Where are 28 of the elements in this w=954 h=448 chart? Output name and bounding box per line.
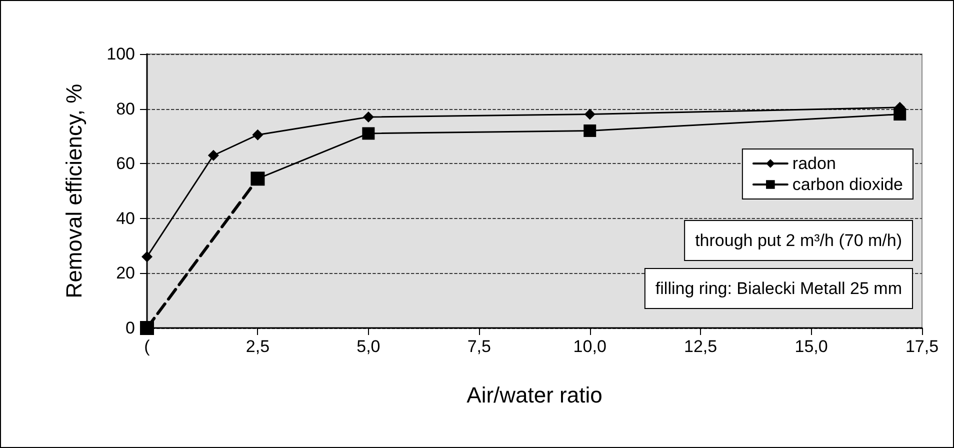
point	[142, 251, 152, 262]
y-tick-label: 100	[106, 44, 135, 64]
legend-label: radon	[792, 154, 836, 173]
x-tick-label: 2,5	[246, 337, 270, 356]
y-axis-title: Removal efficiency, %	[62, 84, 86, 298]
point	[208, 150, 219, 161]
x-tick-label: 12,5	[684, 337, 718, 356]
x-tick-label: 15,0	[794, 337, 828, 356]
x-tick-label: 17,5	[905, 337, 939, 356]
x-tick-label: 5,0	[356, 337, 380, 356]
point	[140, 321, 154, 335]
x-tick-label: 7,5	[467, 337, 491, 356]
point	[584, 108, 596, 120]
y-tick-label: 60	[116, 154, 135, 174]
annotation: filling ring: Bialecki Metall 25 mm	[655, 279, 902, 298]
point	[362, 112, 374, 123]
y-tick-label: 0	[126, 318, 135, 338]
x-tick-label: (	[144, 337, 150, 356]
x-axis-title: Air/water ratio	[466, 382, 602, 408]
point	[584, 124, 596, 137]
point	[362, 127, 375, 140]
y-tick-label: 40	[116, 208, 135, 228]
y-tick-label: 20	[116, 264, 135, 283]
point	[252, 129, 264, 140]
y-tick-label: 80	[116, 99, 135, 118]
x-tick-label: 10,0	[573, 337, 606, 356]
annotation: through put 2 m³/h (70 m/h)	[695, 231, 902, 250]
legend-label: carbon dioxide	[792, 175, 904, 194]
